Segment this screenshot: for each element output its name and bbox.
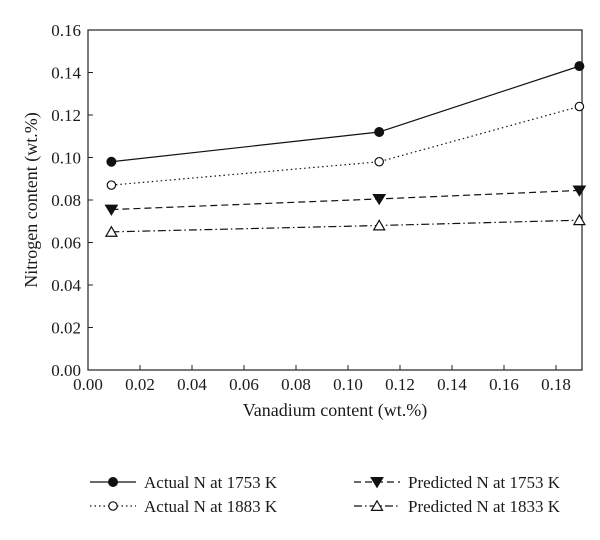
y-axis-title: Nitrogen content (wt.%) xyxy=(21,112,42,287)
series-line xyxy=(111,105,580,186)
legend-label: Predicted N at 1753 K xyxy=(408,473,561,492)
legend-item: Actual N at 1753 K xyxy=(90,473,278,492)
data-point xyxy=(572,213,586,226)
legend-marker xyxy=(370,477,384,489)
y-tick-label: 0.00 xyxy=(51,361,81,380)
series-layer xyxy=(104,61,587,237)
legend-label: Predicted N at 1833 K xyxy=(408,497,561,516)
legend-item: Predicted N at 1833 K xyxy=(354,497,561,516)
data-point xyxy=(106,180,117,190)
series-line xyxy=(111,189,580,211)
ticks: 0.00 0.02 0.04 0.06 0.08 0.10 0.12 0.14 0.16 0.18… xyxy=(51,21,571,394)
series-1 xyxy=(106,101,585,190)
series-0 xyxy=(106,61,585,167)
y-tick-label: 0.10 xyxy=(51,149,81,168)
legend-marker xyxy=(108,501,118,511)
y-tick-label: 0.02 xyxy=(51,319,81,338)
x-axis-title: Vanadium content (wt.%) xyxy=(243,400,427,421)
data-point xyxy=(106,156,117,167)
x-tick-label: 0.14 xyxy=(437,375,467,394)
x-tick-label: 0.12 xyxy=(385,375,415,394)
data-point xyxy=(574,61,585,72)
data-point xyxy=(104,204,119,216)
y-tick-label: 0.08 xyxy=(51,191,81,210)
axes xyxy=(87,29,583,371)
y-tick-label: 0.06 xyxy=(51,234,81,253)
legend-label: Actual N at 1883 K xyxy=(144,497,278,516)
data-point xyxy=(374,156,384,167)
data-point xyxy=(572,185,587,197)
x-tick-label: 0.08 xyxy=(281,375,311,394)
data-point xyxy=(372,219,386,231)
y-tick-label: 0.12 xyxy=(51,106,81,125)
x-tick-label: 0.10 xyxy=(333,375,363,394)
legend: Actual N at 1753 K Actual N at 1883 K Pred… xyxy=(90,473,561,516)
y-tick-label: 0.16 xyxy=(51,21,81,40)
legend-item: Predicted N at 1753 K xyxy=(354,473,561,492)
series-line xyxy=(111,65,580,163)
x-tick-label: 0.06 xyxy=(229,375,259,394)
series-2 xyxy=(104,185,587,216)
y-tick-label: 0.14 xyxy=(51,64,81,83)
data-point xyxy=(574,101,585,112)
x-tick-label: 0.16 xyxy=(489,375,519,394)
x-tick-label: 0.00 xyxy=(73,375,103,394)
x-tick-label: 0.04 xyxy=(177,375,207,394)
legend-label: Actual N at 1753 K xyxy=(144,473,278,492)
data-point xyxy=(374,127,385,137)
data-point xyxy=(104,225,118,237)
series-line xyxy=(111,219,580,233)
legend-marker xyxy=(108,477,118,487)
legend-marker xyxy=(370,499,384,511)
x-tick-label: 0.18 xyxy=(541,375,571,394)
data-point xyxy=(372,193,387,206)
series-3 xyxy=(104,213,586,237)
legend-item: Actual N at 1883 K xyxy=(90,497,278,516)
plot-frame xyxy=(87,29,583,371)
y-tick-label: 0.04 xyxy=(51,276,81,295)
x-tick-label: 0.02 xyxy=(125,375,155,394)
